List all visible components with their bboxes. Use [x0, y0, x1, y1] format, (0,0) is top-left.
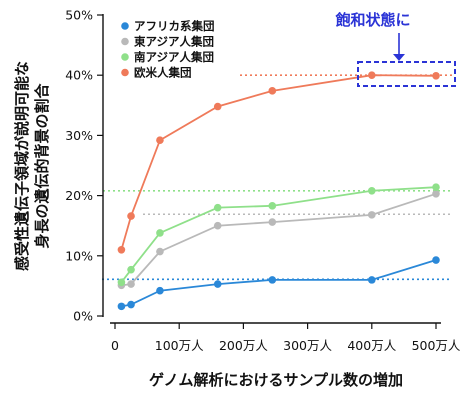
annotation-box: [357, 61, 456, 87]
annotation-arrowhead: [393, 54, 405, 61]
data-point: [368, 186, 376, 195]
data-point: [127, 265, 135, 274]
data-point: [156, 286, 164, 295]
y-axis-label-line: 感受性遺伝子領域が説明可能な: [13, 61, 31, 271]
x-tick-label: 0: [111, 338, 119, 353]
data-point: [117, 278, 126, 287]
series-line: [121, 259, 437, 308]
data-point: [117, 302, 126, 311]
y-axis-label: 感受性遺伝子領域が説明可能な 身長の遺伝的背景の割合: [13, 61, 51, 271]
data-point: [268, 276, 277, 284]
data-point: [156, 247, 164, 256]
data-point: [213, 102, 222, 111]
plateau-lines: [102, 74, 452, 281]
data-point: [368, 276, 376, 284]
legend-marker: [121, 37, 129, 46]
y-tick-label: 20%: [65, 188, 93, 203]
y-tick-label: 40%: [65, 68, 93, 83]
annotation-text: 飽和状態に: [334, 11, 410, 29]
legend-entry: 南アジア人集団: [134, 50, 214, 64]
legend-entry: 東アジア人集団: [134, 35, 214, 49]
y-axis-label-line: 身長の遺伝的背景の割合: [33, 83, 51, 249]
y-ticks: 0% 10% 20% 30% 40% 50%: [65, 8, 103, 324]
data-point: [268, 87, 277, 95]
series-layer: [117, 71, 440, 311]
data-point: [368, 71, 376, 79]
data-point: [268, 218, 277, 226]
x-axis-label: ゲノム解析におけるサンプル数の増加: [149, 371, 403, 389]
data-point: [432, 189, 440, 198]
data-point: [127, 280, 135, 288]
data-point: [127, 300, 135, 309]
y-tick-label: 10%: [65, 248, 93, 263]
data-point: [156, 229, 164, 237]
data-point: [213, 203, 222, 212]
data-point: [432, 72, 440, 80]
x-tick-label: 200万人: [219, 338, 268, 353]
legend-entry: 欧米人集団: [134, 66, 192, 80]
series-line: [120, 74, 437, 251]
data-point: [156, 136, 164, 145]
data-point: [127, 212, 135, 220]
legend-marker: [121, 22, 129, 30]
series-line: [121, 192, 437, 287]
y-tick-label: 30%: [65, 128, 93, 143]
x-tick-label: 300万人: [283, 338, 332, 353]
axes: [102, 14, 441, 324]
series-line: [120, 186, 437, 283]
x-ticks: 0 100万人 200万人 300万人 400万人 500万人: [111, 323, 461, 353]
x-tick-label: 100万人: [155, 338, 204, 353]
x-tick-label: 500万人: [412, 338, 461, 353]
x-tick-label: 400万人: [347, 338, 396, 353]
legend-entry: アフリカ系集団: [134, 19, 215, 33]
data-point: [213, 280, 222, 288]
y-tick-label: 50%: [65, 8, 93, 23]
legend-marker: [121, 53, 129, 61]
data-point: [268, 202, 277, 210]
y-tick-label: 0%: [73, 309, 93, 324]
data-point: [213, 221, 222, 230]
data-point: [117, 245, 126, 254]
data-point: [432, 256, 440, 264]
saturation-annotation: 飽和状態に: [334, 11, 456, 87]
legend-marker: [121, 68, 129, 77]
data-point: [368, 211, 376, 219]
data-point: [432, 183, 440, 191]
